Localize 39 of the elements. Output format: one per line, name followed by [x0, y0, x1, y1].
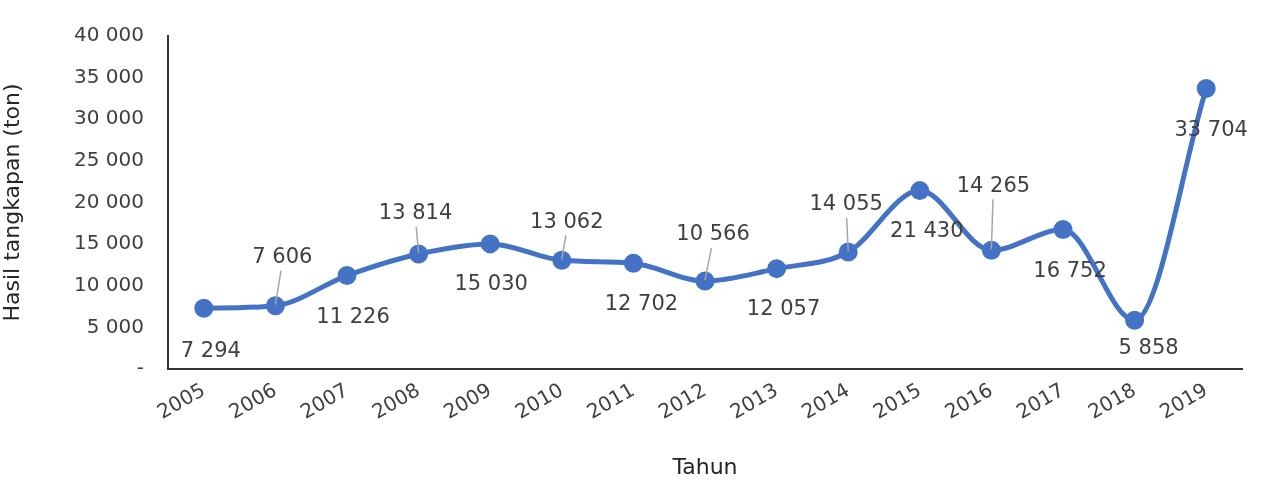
y-tick-label: 15 000 — [74, 230, 144, 255]
point — [695, 271, 715, 291]
x-axis-title: Tahun — [671, 453, 738, 479]
point — [1053, 220, 1073, 240]
y-tick-label: 40 000 — [74, 22, 144, 47]
y-axis-title: Hasil tangkapan (ton) — [0, 83, 24, 322]
data-label: 14 265 — [956, 172, 1031, 197]
data-label: 10 566 — [676, 221, 750, 246]
point — [910, 181, 930, 201]
data-label: 7 606 — [252, 244, 313, 269]
point — [337, 266, 357, 286]
point — [981, 240, 1001, 260]
y-tick-label: 30 000 — [74, 105, 144, 130]
data-label: 14 055 — [809, 191, 883, 216]
data-label: 13 814 — [378, 200, 453, 225]
data-label: 7 294 — [180, 337, 241, 362]
point — [194, 298, 214, 318]
data-label: 12 057 — [746, 296, 821, 321]
data-label: 5 858 — [1118, 334, 1179, 359]
y-tick-label: - — [136, 355, 144, 380]
y-tick-label: 20 000 — [74, 188, 144, 213]
y-tick-label: 10 000 — [74, 271, 144, 296]
point — [265, 296, 285, 316]
point — [767, 259, 787, 279]
point — [838, 242, 858, 262]
point — [1125, 310, 1145, 330]
point — [409, 244, 429, 264]
data-label: 13 062 — [530, 208, 604, 233]
y-tick-label: 35 000 — [74, 63, 144, 88]
y-tick-label: 25 000 — [74, 147, 144, 172]
data-label: 12 702 — [604, 290, 679, 315]
data-label: 11 226 — [316, 304, 390, 328]
point — [480, 234, 500, 254]
point — [623, 253, 643, 273]
y-tick-label: 5 000 — [86, 313, 144, 338]
data-label: 21 430 — [890, 218, 964, 243]
point — [1196, 78, 1216, 98]
data-label: 15 030 — [454, 271, 528, 296]
point — [552, 250, 572, 270]
